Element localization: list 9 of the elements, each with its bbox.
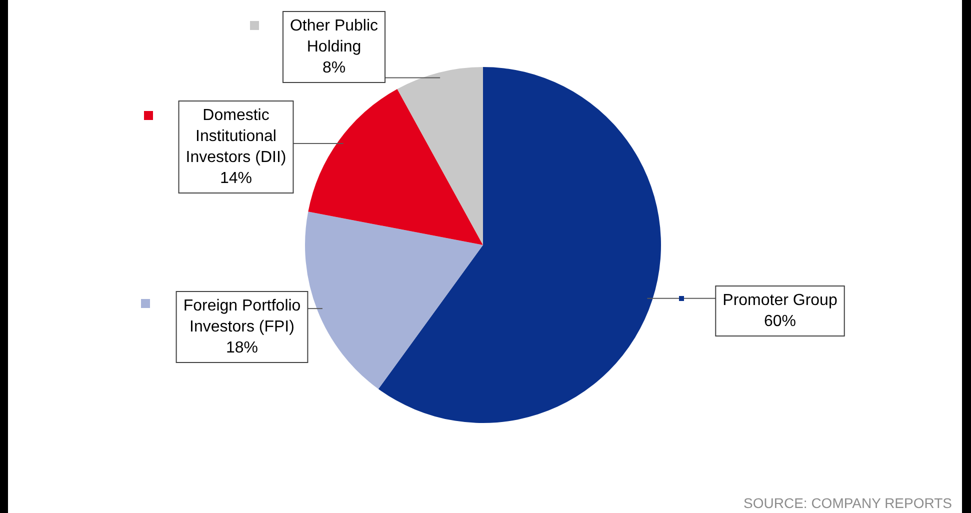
data-label: 14% <box>220 170 252 187</box>
data-label: 8% <box>322 59 346 76</box>
source-note: SOURCE: COMPANY REPORTS <box>744 494 952 511</box>
legend-label: Other Public Holding <box>290 17 378 56</box>
data-label: 60% <box>764 312 796 330</box>
data-label: 18% <box>226 339 258 356</box>
legend-label: Foreign Portfolio Investors (FPI) <box>183 297 301 336</box>
slice-label: Promoter Group <box>722 292 838 309</box>
slice-label: Domestic Institutional Investors (DII) <box>186 106 286 166</box>
